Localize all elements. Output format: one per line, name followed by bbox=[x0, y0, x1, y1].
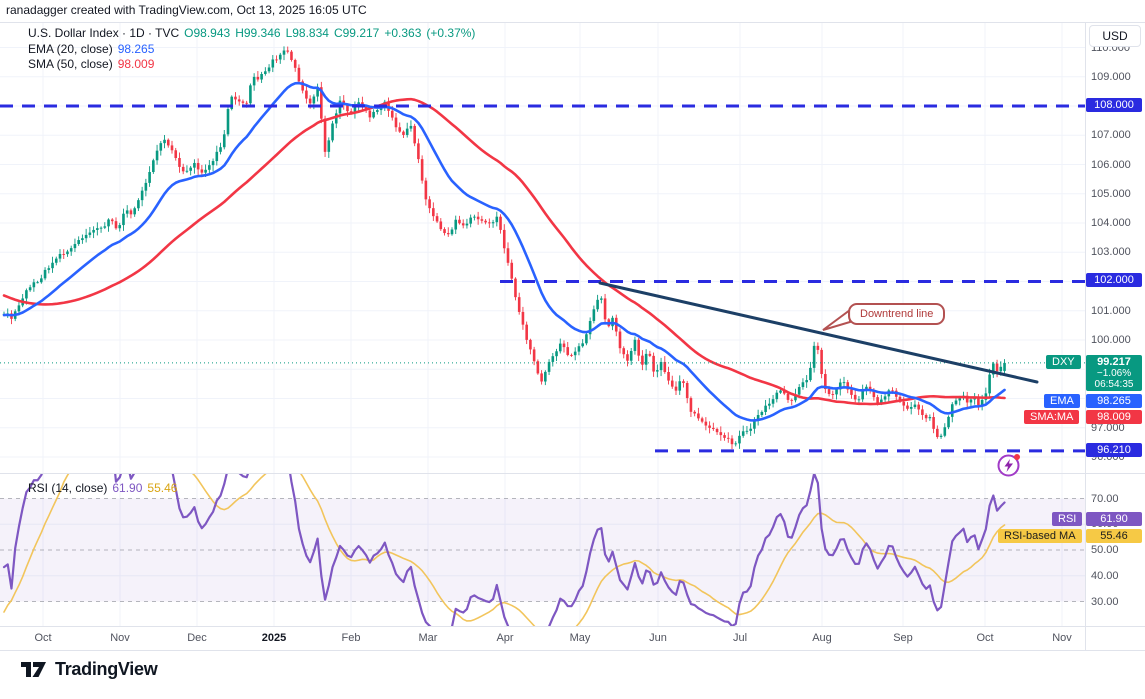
level-badge-108: 108.000 bbox=[1086, 98, 1142, 112]
pane-separator[interactable] bbox=[0, 473, 1145, 474]
ema-series-tag: EMA bbox=[1044, 394, 1080, 408]
rsi-ma-series-tag: RSI-based MA bbox=[998, 529, 1082, 543]
lightning-marker-icon[interactable] bbox=[995, 451, 1023, 479]
price-axis-label: 106.000 bbox=[1091, 158, 1131, 171]
rsi-ma-value: 55.46 bbox=[147, 481, 178, 495]
ema-legend[interactable]: EMA (20, close) 98.265 bbox=[28, 42, 154, 56]
time-axis-label: Oct bbox=[34, 632, 52, 644]
price-axis-separator bbox=[1085, 22, 1086, 650]
time-axis-label: Nov bbox=[1052, 632, 1072, 644]
tradingview-logo-icon bbox=[21, 662, 46, 677]
last-price-countdown: 06:54:35 bbox=[1094, 379, 1134, 390]
time-axis-label: Feb bbox=[341, 632, 361, 644]
ohlc-open: O98.943 bbox=[184, 26, 231, 40]
sma-value-badge: 98.009 bbox=[1086, 410, 1142, 424]
time-axis-label: Jun bbox=[649, 632, 667, 644]
last-price-badge: 99.217 −1.06% 06:54:35 bbox=[1086, 355, 1142, 391]
time-axis-label: Oct bbox=[976, 632, 994, 644]
pane-top-border bbox=[0, 22, 1145, 23]
ohlc-high: H99.346 bbox=[235, 26, 281, 40]
chart-bottom-border bbox=[0, 650, 1145, 651]
ema-value-badge: 98.265 bbox=[1086, 394, 1142, 408]
price-axis-label: 105.000 bbox=[1091, 187, 1131, 200]
rsi-series-tag: RSI bbox=[1052, 512, 1083, 526]
time-axis-separator bbox=[0, 626, 1145, 627]
sma-label: SMA (50, close) bbox=[28, 57, 113, 71]
ohlc-change: +0.363 bbox=[384, 26, 422, 40]
time-axis-label: Jul bbox=[732, 632, 748, 644]
rsi-value-badge: 61.90 bbox=[1086, 512, 1142, 526]
ema-label: EMA (20, close) bbox=[28, 42, 113, 56]
ema-value: 98.265 bbox=[117, 42, 155, 56]
ohlc-change-pct: (+0.37%) bbox=[426, 26, 476, 40]
sma-value: 98.009 bbox=[117, 57, 155, 71]
price-axis-label: 103.000 bbox=[1091, 246, 1131, 259]
last-price-change: −1.06% bbox=[1096, 368, 1132, 379]
rsi-axis-label: 30.00 bbox=[1091, 595, 1119, 608]
rsi-ma-value-badge: 55.46 bbox=[1086, 529, 1142, 543]
rsi-axis-label: 40.00 bbox=[1091, 569, 1119, 582]
rsi-axis-label: 50.00 bbox=[1091, 544, 1119, 556]
level-badge-96: 96.210 bbox=[1086, 443, 1142, 457]
time-axis-label: Apr bbox=[496, 632, 514, 644]
time-axis-label: Aug bbox=[812, 632, 832, 644]
time-axis-label: Dec bbox=[187, 632, 207, 644]
downtrend-callout[interactable]: Downtrend line bbox=[848, 303, 946, 325]
dxy-series-tag: DXY bbox=[1046, 355, 1081, 369]
attribution-text: ranadagger created with TradingView.com,… bbox=[6, 3, 367, 17]
rsi-value: 61.90 bbox=[112, 481, 143, 495]
price-axis-label: 109.000 bbox=[1091, 70, 1131, 83]
price-axis-label: 100.000 bbox=[1091, 334, 1131, 346]
level-badge-102: 102.000 bbox=[1086, 273, 1142, 287]
price-axis-label: 97.000 bbox=[1091, 421, 1125, 434]
time-axis-label: Nov bbox=[110, 632, 130, 644]
symbol-title: U.S. Dollar Index · 1D · TVC bbox=[28, 26, 180, 40]
symbol-legend[interactable]: U.S. Dollar Index · 1D · TVC O98.943 H99… bbox=[28, 26, 475, 40]
time-axis-label: Sep bbox=[893, 632, 913, 644]
tradingview-brand-text: TradingView bbox=[55, 659, 158, 679]
time-axis-label: Mar bbox=[418, 632, 438, 644]
price-axis-label: 101.000 bbox=[1091, 304, 1131, 317]
sma-legend[interactable]: SMA (50, close) 98.009 bbox=[28, 57, 154, 71]
rsi-label: RSI (14, close) bbox=[28, 481, 108, 495]
sma-series-tag: SMA:MA bbox=[1024, 410, 1080, 424]
time-axis-label: 2025 bbox=[261, 632, 287, 644]
price-axis-label: 107.000 bbox=[1091, 129, 1131, 142]
time-axis-label: May bbox=[569, 632, 591, 644]
rsi-legend[interactable]: RSI (14, close) 61.90 55.46 bbox=[28, 481, 177, 495]
ohlc-low: L98.834 bbox=[285, 26, 329, 40]
last-price-value: 99.217 bbox=[1097, 356, 1131, 368]
tradingview-footer-link[interactable]: TradingView bbox=[20, 659, 158, 680]
rsi-axis-label: 70.00 bbox=[1091, 492, 1119, 505]
price-axis-label: 104.000 bbox=[1091, 217, 1131, 229]
ohlc-close: C99.217 bbox=[333, 26, 380, 40]
currency-button[interactable]: USD bbox=[1089, 25, 1141, 47]
